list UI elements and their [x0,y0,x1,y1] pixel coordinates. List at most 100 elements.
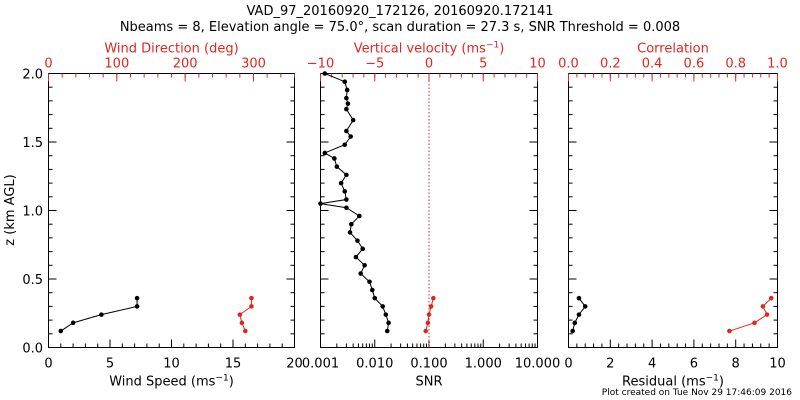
data-point [99,312,104,317]
x-bottom-tick-label: 5 [106,357,114,372]
x-bottom-tick-label: 10 [769,357,786,372]
data-point [249,295,254,301]
data-point [344,95,349,101]
data-point [349,221,354,227]
data-point [760,304,766,309]
data-point [764,312,770,317]
wind-panel-frame [48,73,295,348]
residual-panel-frame [568,73,778,348]
data-point [358,271,363,276]
x-top-axis-label: Wind Direction (deg) [104,42,238,57]
data-point [576,312,582,317]
y-axis-label: z (km AGL) [3,174,18,245]
figure-subtitle: Nbeams = 8, Elevation angle = 75.0°, sca… [120,20,680,35]
plot-created-footer: Plot created on Tue Nov 29 17:46:09 2016 [602,388,792,398]
data-point [344,172,349,178]
data-point [362,263,367,268]
data-point [353,254,359,260]
data-point [426,312,432,317]
x-bottom-tick-label: 15 [225,357,242,372]
data-point [237,312,243,317]
data-point [332,156,337,161]
x-top-tick-label: 1.0 [767,57,788,72]
x-top-tick-label: 10 [529,57,546,72]
data-point [367,279,372,285]
y-tick-label: 1.0 [22,205,43,220]
x-top-axis-label: Vertical velocity (ms−1) [354,41,505,57]
x-top-axis-label-sup: −1 [486,41,499,51]
data-point [355,238,360,243]
data-point [134,304,140,309]
x-top-tick-label: −5 [365,57,384,72]
data-point [334,164,340,169]
x-top-tick-label: 0.2 [600,57,621,72]
x-top-tick-label: 5 [479,57,487,72]
x-bottom-tick-label: 2 [606,357,614,372]
x-bottom-axis-label-tail: ) [229,375,234,390]
data-point [752,320,757,326]
data-point [344,205,349,211]
x-bottom-tick-label: 0.001 [302,357,339,372]
y-tick-label: 0.5 [22,273,43,288]
x-top-tick-label: 0.4 [642,57,663,72]
x-bottom-tick-label: 0.100 [410,357,447,372]
data-point [249,304,254,309]
data-point [344,87,350,93]
x-bottom-axis-label: Residual (ms−1) [622,374,724,390]
x-top-axis-label: Correlation [637,42,709,57]
data-point [134,295,140,301]
data-point [318,201,323,206]
x-top-tick-label: 0.8 [725,57,746,72]
data-point [342,189,348,194]
data-point [344,128,349,134]
x-bottom-axis-label-sup: −1 [706,374,719,384]
x-bottom-tick-label: 1.000 [465,357,502,372]
x-bottom-axis-label-sup: −1 [215,374,228,384]
data-point [239,320,245,326]
data-point [768,295,774,301]
data-point [322,150,328,156]
data-point [369,287,375,293]
x-bottom-tick-label: 6 [690,357,698,372]
x-top-tick-label: 0.6 [684,57,705,72]
data-point [384,328,390,334]
x-bottom-tick-label: 0.010 [356,357,393,372]
x-bottom-tick-label: 0 [564,357,572,372]
data-point [423,328,429,334]
data-point [570,328,575,334]
data-point [342,142,348,148]
data-point [372,295,378,301]
x-bottom-tick-label: 4 [648,357,656,372]
x-bottom-tick-label: 10.000 [515,357,561,372]
x-top-tick-label: 200 [173,57,198,72]
x-top-tick-label: 100 [104,57,129,72]
x-top-tick-label: 0 [425,57,433,72]
x-bottom-tick-label: 0 [44,357,52,372]
data-point [338,180,344,186]
data-point [70,320,76,326]
data-point [347,230,353,235]
data-point [582,304,588,309]
data-point [350,117,356,123]
series-line [60,298,138,332]
data-point [344,106,349,112]
data-point [383,312,389,317]
y-tick-label: 1.5 [22,136,43,151]
x-bottom-axis-label: SNR [415,375,442,390]
x-top-tick-label: 0.0 [558,57,579,72]
data-point [360,246,366,252]
x-bottom-tick-label: 8 [732,357,740,372]
data-point [431,295,436,301]
data-point [425,320,431,326]
data-point [348,134,353,139]
x-bottom-axis-label: Wind Speed (ms−1) [109,374,234,390]
data-point [58,328,64,334]
data-point [428,304,434,309]
data-point [357,213,362,219]
data-point [322,71,328,76]
y-tick-label: 2.0 [22,68,43,83]
data-point [386,320,391,326]
y-tick-label: 0.0 [22,342,43,357]
